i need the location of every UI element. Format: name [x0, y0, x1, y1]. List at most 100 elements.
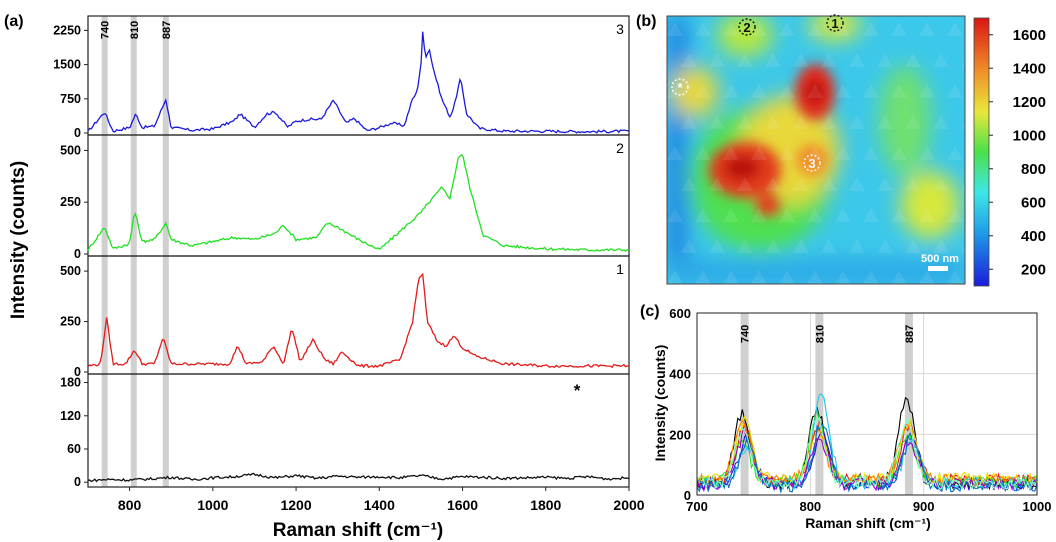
substrate-triangle: [919, 270, 935, 284]
substrate-triangle: [905, 177, 921, 191]
y-tick-label: 0: [74, 365, 81, 379]
substrate-triangle: [905, 115, 921, 129]
substrate-triangle: [947, 208, 963, 222]
substrate-triangle: [709, 177, 725, 191]
highlight-band: [740, 313, 749, 495]
panel-label-c: (c): [640, 303, 660, 320]
substrate-triangle: [891, 208, 907, 222]
substrate-triangle: [737, 239, 753, 253]
substrate-triangle: [919, 146, 935, 160]
map-marker: [738, 18, 756, 36]
panel-c: (c) Intensity (counts) Raman shift (cm⁻¹…: [640, 303, 1051, 531]
band-label: 740: [740, 325, 752, 343]
highlight-band: [101, 16, 108, 487]
substrate-triangle: [765, 177, 781, 191]
map-marker-label: *: [677, 80, 683, 95]
panel-a-subplots: 0 750 1500 2250 3 0 250 500 2 0 250 500 1 0 60 120 180 *: [53, 15, 630, 489]
substrate-triangle: [695, 208, 711, 222]
x-tick-label: 1600: [447, 497, 478, 513]
highlight-band: [815, 313, 824, 495]
colorbar-tick-label: 1200: [1013, 94, 1046, 111]
panel-c-ylabel: Intensity (counts): [652, 345, 668, 462]
panel-c-xlabel: Raman shift (cm⁻¹): [805, 515, 931, 531]
substrate-triangle: [793, 177, 809, 191]
substrate-triangle: [779, 208, 795, 222]
spectrum-line: [87, 154, 630, 253]
substrate-triangle: [821, 239, 837, 253]
substrate-triangle: [877, 239, 893, 253]
substrate-triangle: [695, 270, 711, 284]
substrate-triangle: [947, 22, 963, 36]
substrate-triangle: [723, 208, 739, 222]
substrate-triangle: [723, 146, 739, 160]
substrate-triangle: [681, 115, 697, 129]
panel-c-series: [696, 393, 1038, 495]
subplot-label: *: [574, 381, 581, 400]
colorbar-tick-label: 1600: [1013, 27, 1046, 44]
substrate-triangle: [667, 270, 683, 284]
subplot-label: 2: [616, 140, 624, 156]
y-tick-label: 120: [60, 409, 81, 423]
substrate-triangle: [751, 208, 767, 222]
substrate-triangle: [751, 270, 767, 284]
substrate-triangle: [737, 115, 753, 129]
colorbar-tick-label: 1000: [1013, 127, 1046, 144]
substrate-triangle: [961, 246, 965, 253]
heatmap-map: [667, 16, 965, 284]
substrate-triangle: [793, 53, 809, 67]
substrate-triangle: [821, 177, 837, 191]
y-tick-label: 400: [669, 367, 691, 382]
y-tick-label: 60: [67, 442, 81, 456]
substrate-triangle: [751, 146, 767, 160]
substrate-triangle: [863, 270, 879, 284]
highlight-band: [162, 16, 169, 487]
substrate-triangle: [779, 270, 795, 284]
panel-b: (b): [636, 13, 1046, 287]
substrate-triangle: [835, 84, 851, 98]
substrate-triangle: [723, 270, 739, 284]
map-marker-label: 1: [831, 16, 838, 31]
substrate-triangle: [877, 177, 893, 191]
substrate-triangle: [821, 53, 837, 67]
substrate-triangle: [709, 53, 725, 67]
y-tick-label: 180: [60, 376, 81, 390]
x-tick-label: 2000: [613, 497, 644, 513]
colorbar-ticks: 200 400 600 800 1000 1200 1400 1600: [989, 27, 1046, 278]
substrate-triangle: [835, 22, 851, 36]
highlight-band: [130, 16, 137, 487]
substrate-triangle: [947, 270, 963, 284]
substrate-triangle: [863, 208, 879, 222]
map-marker-label: 2: [743, 20, 750, 35]
map-marker: [826, 14, 844, 32]
y-tick-label: 0: [684, 488, 691, 503]
x-tick-label: 800: [118, 497, 142, 513]
band-label: 740: [100, 21, 112, 39]
substrate-triangle: [765, 53, 781, 67]
substrate-triangle: [933, 115, 949, 129]
substrate-triangle: [737, 53, 753, 67]
x-tick-label: 700: [686, 499, 708, 514]
substrate-triangle: [891, 22, 907, 36]
substrate-triangle: [779, 84, 795, 98]
substrate-triangle: [807, 84, 823, 98]
substrate-triangle: [891, 270, 907, 284]
substrate-triangle: [877, 53, 893, 67]
panel-a-ylabel: Intensity (counts): [8, 161, 29, 319]
substrate-triangle: [961, 122, 965, 129]
subplot-label: 3: [616, 21, 624, 37]
y-tick-label: 500: [60, 143, 81, 157]
y-tick-label: 600: [669, 306, 691, 321]
substrate-triangle: [835, 270, 851, 284]
substrate-triangle: [835, 146, 851, 160]
substrate-triangle: [723, 22, 739, 36]
colorbar-tick-label: 600: [1021, 194, 1046, 211]
colorbar-tick-label: 400: [1021, 228, 1046, 245]
colorbar-tick-label: 200: [1021, 261, 1046, 278]
substrate-triangle: [793, 115, 809, 129]
substrate-triangle: [947, 84, 963, 98]
y-tick-label: 0: [74, 247, 81, 261]
spectrum-line: [87, 272, 630, 369]
substrate-triangle: [961, 60, 965, 67]
substrate-triangle: [905, 239, 921, 253]
